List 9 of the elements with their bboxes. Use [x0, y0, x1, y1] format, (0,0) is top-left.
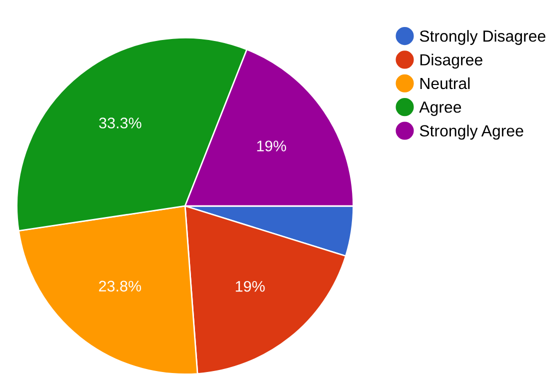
- legend-label: Strongly Agree: [420, 124, 524, 140]
- legend-label: Agree: [419, 102, 462, 116]
- legend-label: Neutral: [420, 77, 470, 90]
- legend-label: Disagree: [420, 54, 482, 69]
- data-label: 33.3%: [99, 118, 142, 128]
- data-label: 23.8%: [99, 280, 142, 292]
- data-label: 19%: [257, 140, 286, 152]
- data-label: 19%: [236, 280, 265, 292]
- legend-label: Strongly Disagree: [420, 30, 546, 45]
